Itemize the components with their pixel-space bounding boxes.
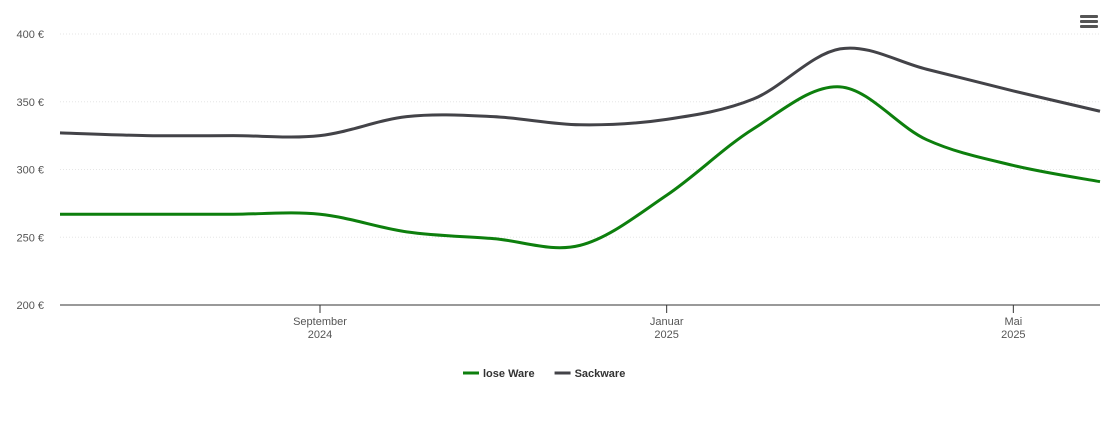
legend-label: Sackware [575, 368, 626, 380]
series-line [59, 46, 1101, 139]
menu-icon-bar [1080, 15, 1098, 18]
x-tick-label: Mai 2025 [1001, 316, 1025, 341]
x-tick-label: September 2024 [293, 316, 347, 341]
menu-icon-bar [1080, 20, 1098, 23]
y-tick-label: 350 € [16, 97, 44, 109]
x-tick-label: Januar 2025 [650, 316, 684, 341]
legend-label: lose Ware [483, 368, 535, 380]
legend-item[interactable]: lose Ware [463, 368, 535, 380]
menu-button[interactable] [1080, 15, 1098, 28]
legend-item[interactable]: Sackware [554, 368, 626, 380]
y-tick-label: 250 € [16, 232, 44, 244]
menu-icon-bar [1080, 25, 1098, 28]
series-line [59, 85, 1101, 250]
y-tick-label: 400 € [16, 29, 44, 41]
y-tick-label: 300 € [16, 165, 44, 177]
legend: lose Ware Sackware [463, 368, 625, 380]
y-tick-label: 200 € [16, 300, 44, 312]
